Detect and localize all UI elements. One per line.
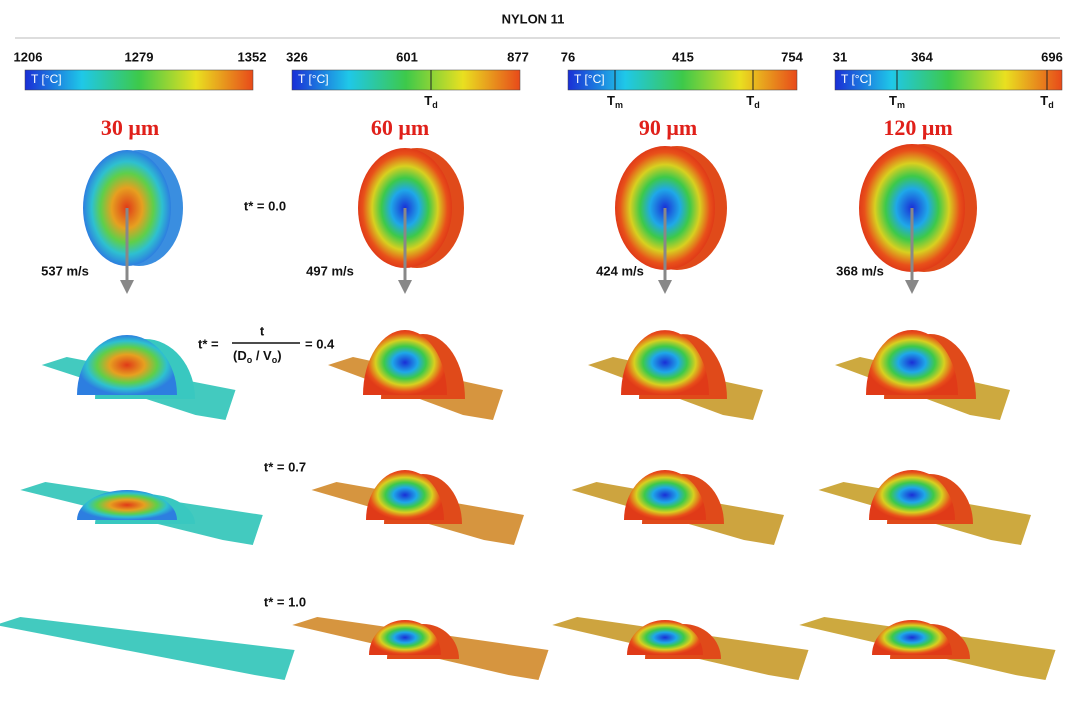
marker-symbol: T [746, 93, 754, 108]
velocity-label: 537 m/s [41, 263, 89, 278]
time-label: t* = 0.7 [264, 459, 306, 474]
colorbar-tick-label: 1279 [125, 49, 154, 64]
marker-sub: d [1048, 100, 1054, 110]
colorbar-tick-label: 76 [561, 49, 575, 64]
arrow-head [658, 280, 672, 294]
arrow-head [398, 280, 412, 294]
marker-sub: m [615, 100, 623, 110]
marker-label: Td [746, 93, 759, 110]
size-label: 90 μm [639, 115, 697, 140]
colorbar-tick-label: 326 [286, 49, 308, 64]
formula-denominator: (Do / Vo) [233, 348, 282, 365]
formula-part: / V [252, 348, 272, 363]
colorbar-tick-label: 415 [672, 49, 694, 64]
marker-label: Tm [607, 93, 623, 110]
colorbar-label: T [°C] [574, 72, 605, 86]
arrow-head [905, 280, 919, 294]
velocity-label: 497 m/s [306, 263, 354, 278]
colorbar-label: T [°C] [298, 72, 329, 86]
time-label: t* = 0.0 [244, 198, 286, 213]
colorbar-tick-label: 877 [507, 49, 529, 64]
size-label: 30 μm [101, 115, 159, 140]
marker-label: Td [1040, 93, 1053, 110]
marker-symbol: T [1040, 93, 1048, 108]
colorbar-label: T [°C] [841, 72, 872, 86]
colorbar-tick-label: 364 [911, 49, 933, 64]
colorbar-tick-label: 696 [1041, 49, 1063, 64]
velocity-label: 368 m/s [836, 263, 884, 278]
colorbar-tick-label: 1352 [238, 49, 267, 64]
marker-symbol: T [607, 93, 615, 108]
marker-sub: m [897, 100, 905, 110]
colorbar-tick-label: 601 [396, 49, 418, 64]
marker-sub: d [754, 100, 760, 110]
marker-label: Tm [889, 93, 905, 110]
size-label: 60 μm [371, 115, 429, 140]
colorbar-label: T [°C] [31, 72, 62, 86]
time-label: t* = 1.0 [264, 594, 306, 609]
arrow-head [120, 280, 134, 294]
formula-rhs: = 0.4 [305, 336, 335, 351]
marker-label: Td [424, 93, 437, 110]
velocity-label: 424 m/s [596, 263, 644, 278]
formula-part: ) [277, 348, 281, 363]
marker-sub: d [432, 100, 438, 110]
formula-part: (D [233, 348, 247, 363]
figure: NYLON 11 1206 1279 1352 T [°C] 326 601 877 T [°… [0, 0, 1067, 711]
splat-plate [0, 617, 295, 680]
size-label: 120 μm [883, 115, 952, 140]
colorbar-tick-label: 31 [833, 49, 847, 64]
colorbar-tick-label: 754 [781, 49, 803, 64]
colorbar-tick-label: 1206 [14, 49, 43, 64]
formula-lhs: t* = [198, 336, 219, 351]
marker-symbol: T [424, 93, 432, 108]
marker-symbol: T [889, 93, 897, 108]
formula-numerator: t [260, 323, 265, 338]
figure-title: NYLON 11 [502, 11, 565, 26]
